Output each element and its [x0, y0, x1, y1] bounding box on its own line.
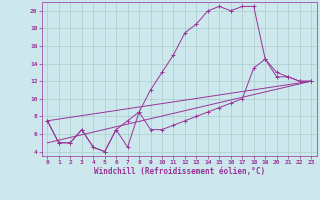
X-axis label: Windchill (Refroidissement éolien,°C): Windchill (Refroidissement éolien,°C) — [94, 167, 265, 176]
